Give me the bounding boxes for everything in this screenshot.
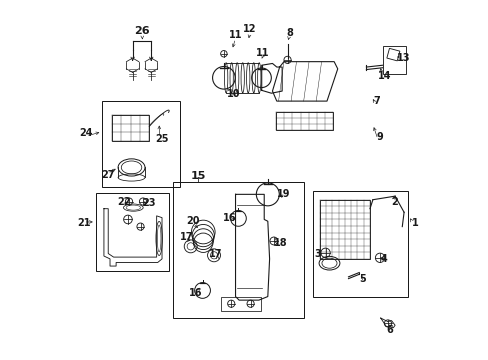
Text: 16: 16 — [189, 288, 203, 298]
Text: 1: 1 — [410, 218, 417, 228]
Text: 12: 12 — [243, 24, 256, 35]
Text: 4: 4 — [380, 254, 387, 264]
Text: 18: 18 — [273, 238, 286, 248]
Bar — [221, 297, 260, 311]
Text: 25: 25 — [155, 134, 168, 144]
Text: 3: 3 — [314, 248, 321, 258]
Text: 5: 5 — [359, 274, 366, 284]
Text: 13: 13 — [397, 53, 410, 63]
Text: 16: 16 — [223, 213, 236, 222]
Text: 8: 8 — [285, 28, 292, 38]
Bar — [312, 191, 407, 297]
Text: 23: 23 — [142, 198, 156, 208]
Text: 6: 6 — [386, 325, 392, 334]
Text: 10: 10 — [226, 89, 240, 99]
Text: 15: 15 — [190, 171, 205, 181]
Text: 7: 7 — [373, 96, 380, 106]
Text: 14: 14 — [377, 71, 390, 81]
Bar — [386, 48, 399, 61]
Text: 11: 11 — [228, 30, 242, 40]
Bar — [382, 45, 405, 74]
Bar — [172, 182, 303, 318]
Text: 2: 2 — [391, 197, 398, 207]
Text: 20: 20 — [185, 216, 199, 226]
Text: 17: 17 — [209, 248, 222, 258]
Text: 19: 19 — [277, 189, 290, 199]
Bar — [319, 200, 369, 259]
Bar — [102, 101, 180, 187]
Bar — [96, 193, 169, 271]
Text: 17: 17 — [180, 232, 193, 242]
Bar — [276, 112, 333, 130]
Text: 11: 11 — [256, 48, 269, 58]
Bar — [112, 116, 149, 140]
Text: 21: 21 — [77, 218, 90, 228]
Text: 22: 22 — [118, 197, 131, 207]
Text: 24: 24 — [79, 129, 93, 138]
Text: 9: 9 — [376, 132, 383, 142]
Text: 26: 26 — [134, 26, 150, 36]
Text: 27: 27 — [101, 170, 114, 180]
